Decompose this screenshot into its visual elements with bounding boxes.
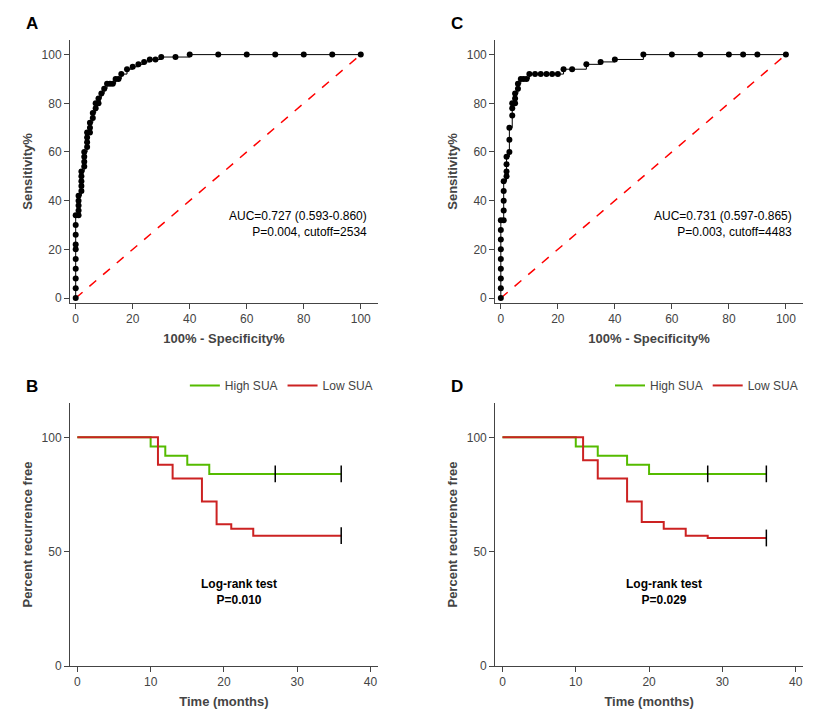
svg-text:40: 40 [789, 675, 803, 689]
svg-text:40: 40 [48, 194, 62, 208]
svg-text:100: 100 [42, 431, 62, 445]
svg-text:0: 0 [55, 291, 62, 305]
svg-text:Sensitivity%: Sensitivity% [445, 133, 460, 210]
svg-text:Time (months): Time (months) [179, 694, 268, 709]
svg-text:20: 20 [551, 312, 565, 326]
svg-text:40: 40 [183, 312, 197, 326]
svg-text:Time (months): Time (months) [604, 694, 693, 709]
svg-text:Percent recurrence free: Percent recurrence free [20, 462, 35, 608]
svg-text:60: 60 [665, 312, 679, 326]
svg-text:100: 100 [351, 312, 371, 326]
svg-text:10: 10 [569, 675, 583, 689]
svg-text:50: 50 [48, 545, 62, 559]
svg-text:40: 40 [608, 312, 622, 326]
svg-text:AUC=0.727 (0.593-0.860)P=0.004: AUC=0.727 (0.593-0.860)P=0.004, cutoff=2… [229, 209, 367, 239]
svg-text:B: B [26, 377, 38, 396]
svg-text:0: 0 [72, 312, 79, 326]
svg-text:0: 0 [480, 659, 487, 673]
svg-text:0: 0 [499, 675, 506, 689]
svg-text:0: 0 [74, 675, 81, 689]
svg-text:80: 80 [297, 312, 311, 326]
svg-text:20: 20 [473, 243, 487, 257]
svg-text:10: 10 [144, 675, 158, 689]
svg-text:60: 60 [240, 312, 254, 326]
svg-text:0: 0 [55, 659, 62, 673]
svg-text:20: 20 [126, 312, 140, 326]
svg-text:40: 40 [364, 675, 378, 689]
svg-text:D: D [451, 377, 463, 396]
svg-text:Percent recurrence free: Percent recurrence free [445, 462, 460, 608]
svg-text:100% - Specificity%: 100% - Specificity% [588, 331, 710, 346]
svg-text:A: A [26, 14, 38, 33]
svg-text:40: 40 [473, 194, 487, 208]
svg-text:Low SUA: Low SUA [748, 379, 798, 393]
svg-text:80: 80 [473, 97, 487, 111]
svg-text:60: 60 [473, 145, 487, 159]
svg-text:Sensitivity%: Sensitivity% [20, 133, 35, 210]
svg-text:60: 60 [48, 145, 62, 159]
svg-text:100: 100 [467, 431, 487, 445]
svg-text:AUC=0.731 (0.597-0.865)P=0.003: AUC=0.731 (0.597-0.865)P=0.003, cutoff=4… [654, 209, 792, 239]
svg-text:100: 100 [776, 312, 796, 326]
svg-text:High SUA: High SUA [225, 379, 278, 393]
svg-text:Log-rank testP=0.029: Log-rank testP=0.029 [626, 577, 702, 607]
svg-text:0: 0 [497, 312, 504, 326]
svg-text:0: 0 [480, 291, 487, 305]
svg-text:30: 30 [716, 675, 730, 689]
svg-text:20: 20 [642, 675, 656, 689]
svg-text:80: 80 [722, 312, 736, 326]
svg-text:30: 30 [291, 675, 305, 689]
svg-text:20: 20 [48, 243, 62, 257]
svg-text:C: C [451, 14, 463, 33]
svg-text:100: 100 [42, 48, 62, 62]
svg-text:Low SUA: Low SUA [323, 379, 373, 393]
svg-text:High SUA: High SUA [650, 379, 703, 393]
svg-text:50: 50 [473, 545, 487, 559]
svg-text:80: 80 [48, 97, 62, 111]
svg-text:100% - Specificity%: 100% - Specificity% [163, 331, 285, 346]
svg-text:100: 100 [467, 48, 487, 62]
svg-text:Log-rank testP=0.010: Log-rank testP=0.010 [201, 577, 277, 607]
svg-text:20: 20 [217, 675, 231, 689]
